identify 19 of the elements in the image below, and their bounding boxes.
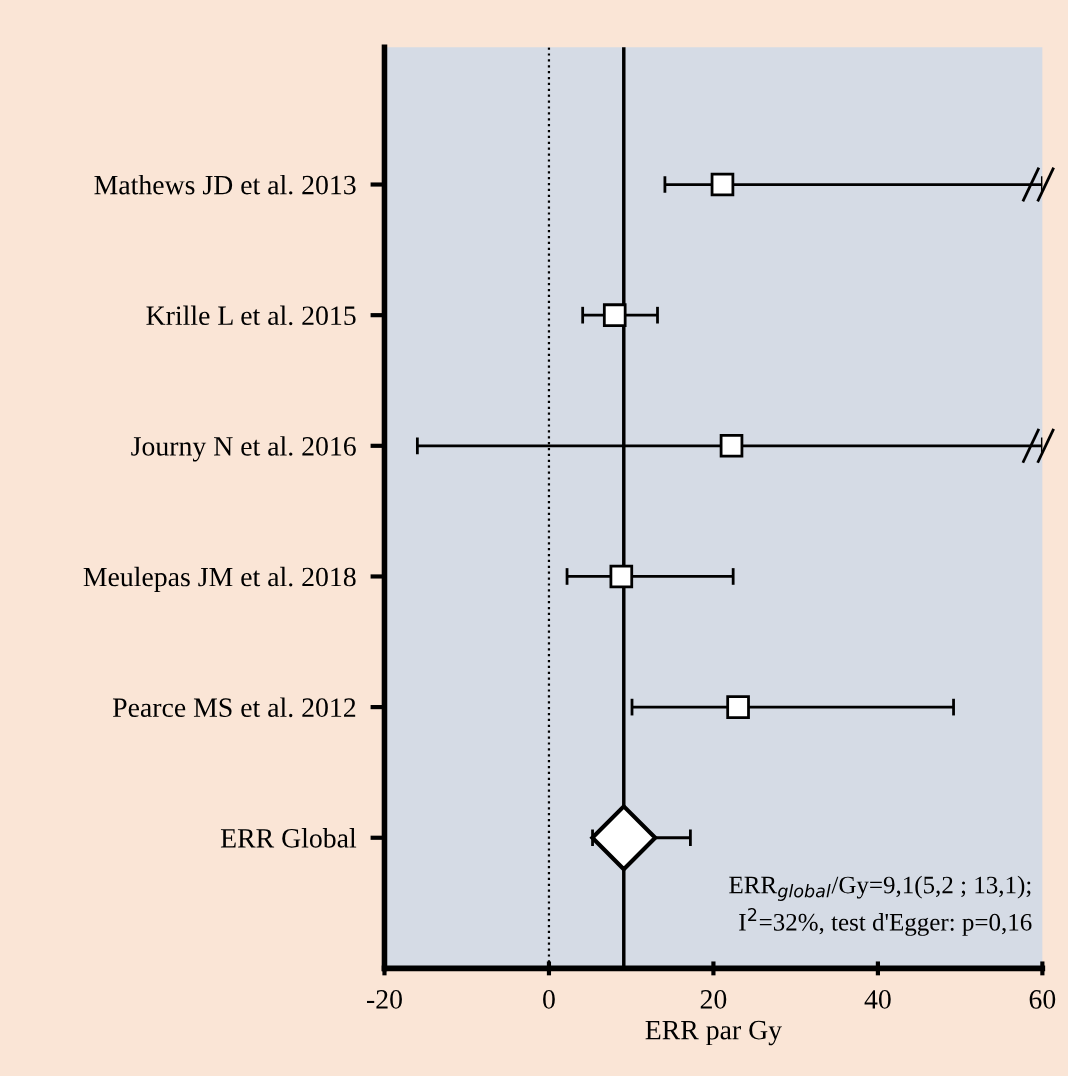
point [710,172,735,197]
point [719,434,744,458]
y-tick-label: ERR Global [220,828,357,848]
x-tick-label: 0 [543,990,555,1009]
x-tick-label: 40 [864,990,891,1009]
y-tick-label: Meulepas JM et al. 2018 [83,566,356,593]
point [726,695,750,719]
y-tick-label: Krille L et al. 2015 [146,305,356,326]
text: ERR$_{global}$/Gy=9,1(5,2 ; 13,1); I$^{2}$=32%, test d'Egger: p=0,16 [729,875,1032,936]
x-tick-label: 20 [700,990,727,1009]
y-tick-label: Mathews JD et al. 2013 [94,174,356,195]
x-axis-title: ERR par Gy [645,1020,782,1046]
y-tick-label: Pearce MS et al. 2012 [112,697,356,718]
point [590,804,658,872]
x-tick-label: 60 [1029,990,1056,1009]
x-tick-label: -20 [367,990,402,1009]
point [602,303,627,327]
y-tick-label: Journy N et al. 2016 [131,436,356,462]
point [609,564,634,589]
